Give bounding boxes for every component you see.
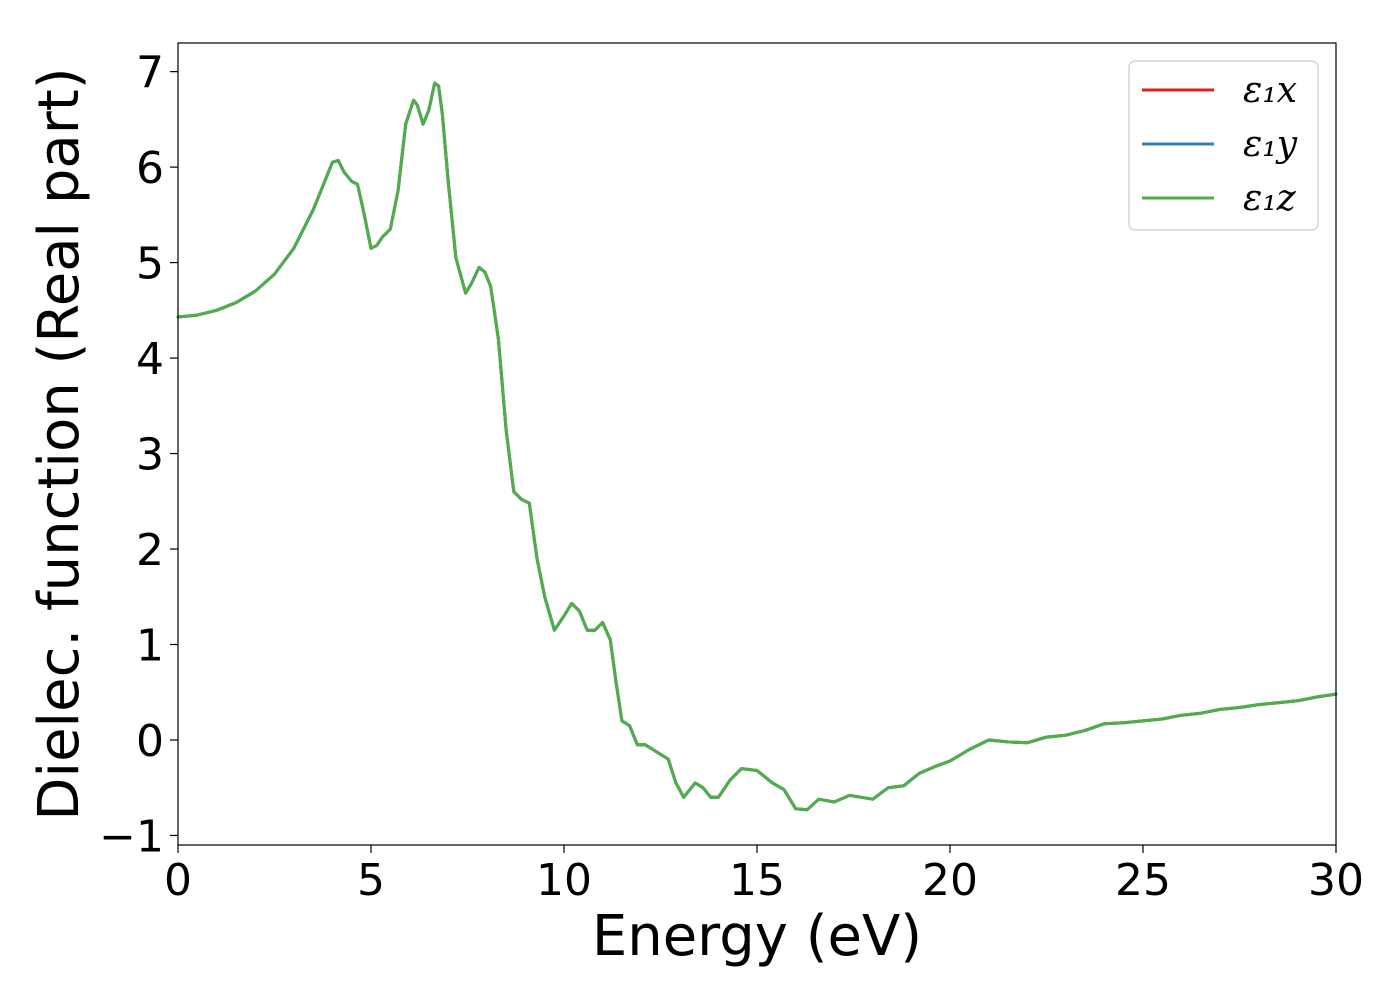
y-tick-label: 1 bbox=[136, 621, 164, 672]
y-tick-label: 6 bbox=[136, 143, 164, 194]
x-tick-label: 20 bbox=[922, 855, 978, 906]
x-tick-label: 5 bbox=[357, 855, 385, 906]
legend-label: ε₁z bbox=[1243, 178, 1297, 219]
legend: ε₁x ε₁y ε₁z bbox=[1128, 60, 1319, 231]
x-axis-title: Energy (eV) bbox=[592, 904, 922, 969]
series-line-3 bbox=[176, 81, 1338, 812]
x-tick-label: 10 bbox=[536, 855, 592, 906]
y-axis-ticks: −1 0 1 2 3 4 5 6 7 bbox=[99, 48, 178, 862]
y-tick-label: 4 bbox=[136, 334, 164, 385]
legend-label: ε₁x bbox=[1243, 70, 1297, 111]
y-tick-label: 3 bbox=[136, 430, 164, 481]
y-tick-label: 0 bbox=[136, 716, 164, 767]
y-axis-title: Dielec. function (Real part) bbox=[27, 67, 92, 820]
legend-label: ε₁y bbox=[1243, 124, 1298, 165]
x-tick-label: 15 bbox=[729, 855, 785, 906]
series-layer bbox=[176, 81, 1338, 812]
x-axis-ticks: 0 5 10 15 20 25 30 bbox=[164, 845, 1364, 906]
x-tick-label: 25 bbox=[1115, 855, 1171, 906]
x-tick-label: 0 bbox=[164, 855, 192, 906]
y-tick-label: 2 bbox=[136, 525, 164, 576]
legend-box bbox=[1128, 60, 1319, 231]
y-tick-label: 7 bbox=[136, 48, 164, 99]
y-tick-label: 5 bbox=[136, 239, 164, 290]
y-tick-label: −1 bbox=[99, 811, 164, 862]
x-tick-label: 30 bbox=[1308, 855, 1364, 906]
